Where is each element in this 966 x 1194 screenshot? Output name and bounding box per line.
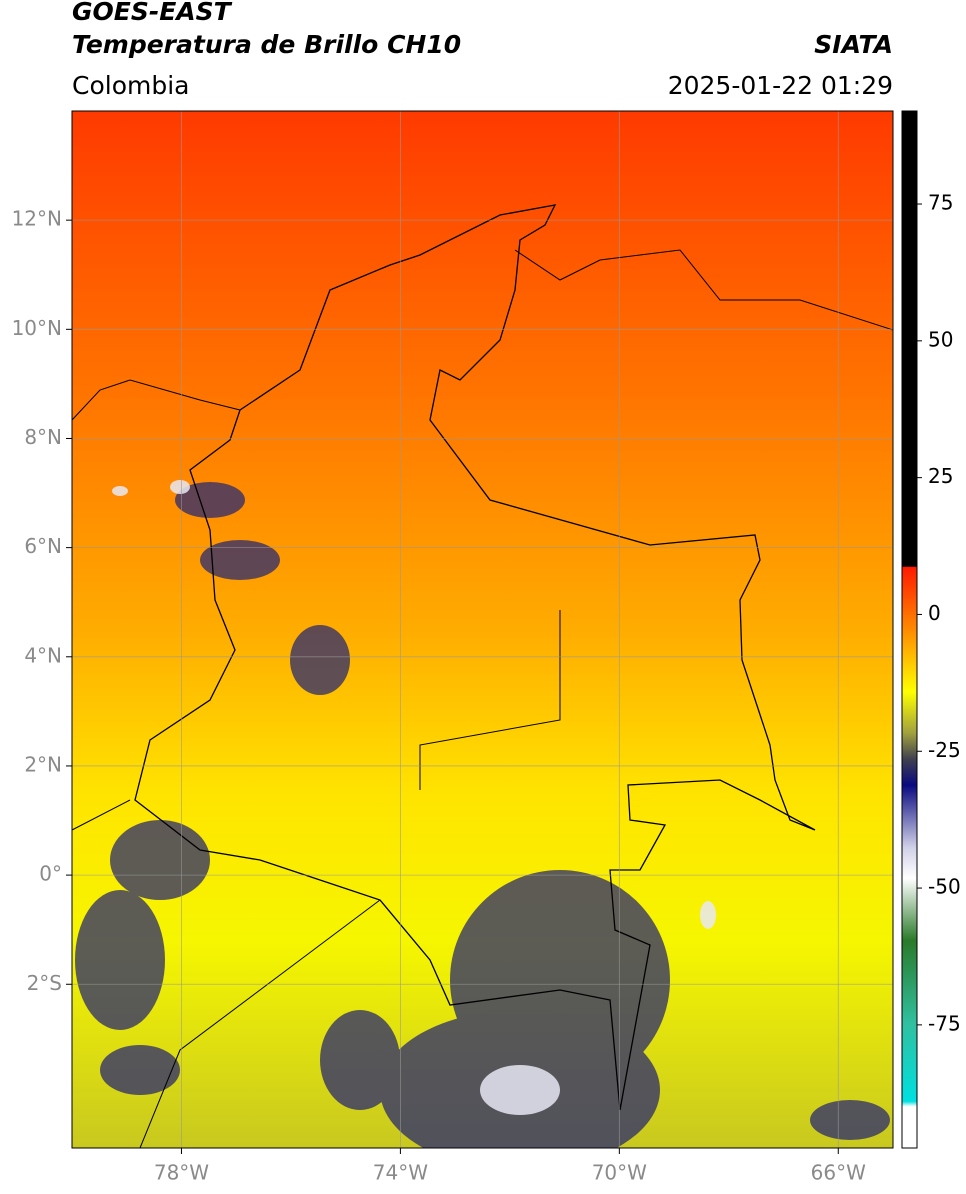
x-tick-label: 66°W <box>811 1161 866 1185</box>
source: SIATA <box>814 30 893 59</box>
y-tick-label: 4°N <box>24 643 62 667</box>
y-tick-label: 8°N <box>24 425 62 449</box>
cold-cores <box>112 480 716 1115</box>
region: Colombia <box>72 71 189 100</box>
map-frame <box>71 110 894 1149</box>
colorbar-tick-label: -25 <box>928 738 961 762</box>
y-tick-label: 0° <box>39 862 62 886</box>
x-tick-label: 78°W <box>154 1161 209 1185</box>
y-tick-label: 10°N <box>12 316 62 340</box>
map-image <box>72 111 893 1148</box>
y-tick-label: 12°N <box>12 207 62 231</box>
x-tick-label: 74°W <box>373 1161 428 1185</box>
colorbar <box>901 110 918 1149</box>
colorbar-tick-label: 0 <box>928 601 941 625</box>
colorbar-tick-label: 50 <box>928 327 953 351</box>
title: GOES-EAST <box>72 0 233 26</box>
colorbar-tick-label: 25 <box>928 464 953 488</box>
country-border <box>134 204 816 1111</box>
colorbar-tick-label: -75 <box>928 1011 961 1035</box>
x-tick-label: 70°W <box>592 1161 647 1185</box>
y-tick-label: 2°S <box>27 971 62 995</box>
colorbar-tick-label: -50 <box>928 875 961 899</box>
borders <box>72 249 893 1148</box>
y-tick-label: 2°N <box>24 752 62 776</box>
cloud-tops <box>75 482 890 1148</box>
subtitle: Temperatura de Brillo CH10 <box>72 30 461 59</box>
y-tick-label: 6°N <box>24 534 62 558</box>
colorbar-tick-label: 75 <box>928 191 953 215</box>
timestamp: 2025-01-22 01:29 <box>668 71 893 100</box>
